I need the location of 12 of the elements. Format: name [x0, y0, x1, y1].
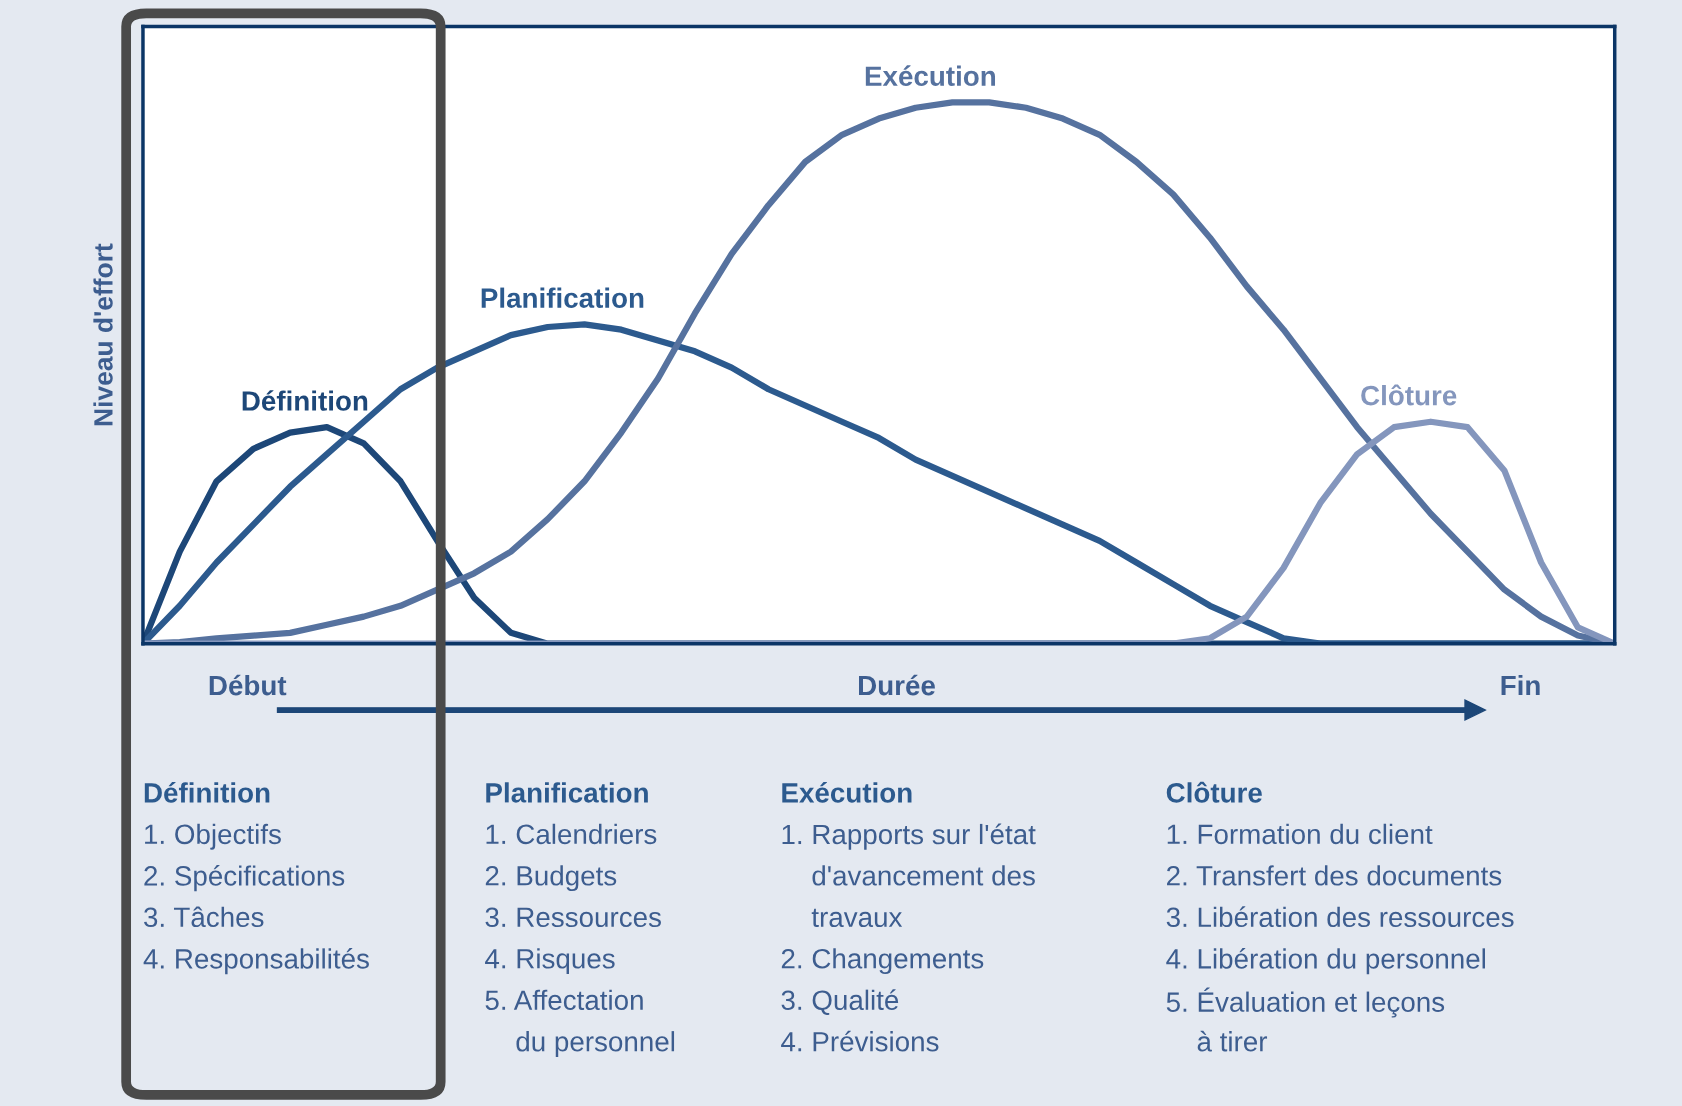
- series-label: Définition: [242, 390, 368, 411]
- series-label: Planification: [481, 287, 644, 308]
- text: Clôture 1. Formation du client 2. Transfert des documents 3. Libération des ressources 4. Libération du personnel 5. Évaluation et leçons à tirer: [1166, 781, 1514, 1052]
- text: Exécution 1. Rapports sur l'état d'avancement des travaux 2. Changements 3. Qualité 4. Prévisions: [781, 782, 1036, 1052]
- text: Planification 1. Calendriers 2. Budgets 3. Ressources 4. Risques 5. Affectation du personnel: [485, 782, 675, 1058]
- text: Fin: [1501, 674, 1540, 696]
- text: Début: [209, 674, 287, 696]
- series-label: Clôture: [1361, 384, 1457, 406]
- text: Définition 1. Objectifs 2. Spécifications 3. Tâches 4. Responsabilités: [143, 782, 369, 975]
- series-label: Exécution: [865, 65, 996, 87]
- y-axis-title: Niveau d'effort: [93, 243, 113, 426]
- text: Durée: [859, 674, 935, 696]
